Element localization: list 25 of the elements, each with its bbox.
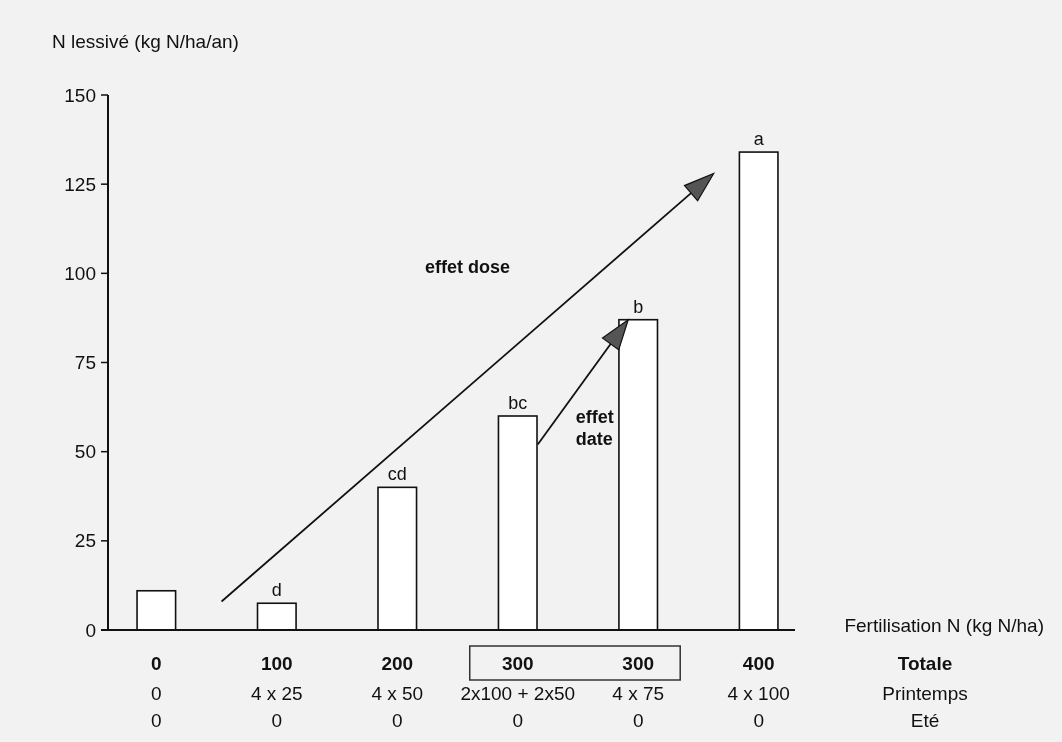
data-label: a bbox=[753, 129, 765, 150]
x-tick-label: 200 4 x 50 0 bbox=[371, 653, 424, 731]
text: Totale bbox=[897, 653, 953, 674]
data-label: cd bbox=[387, 464, 407, 485]
y-tick-label: 0 bbox=[85, 619, 96, 641]
annotation: effet dose bbox=[424, 257, 511, 278]
y-tick-label: 100 bbox=[64, 262, 96, 284]
x-tick-label: 400 4 x 100 0 bbox=[727, 653, 790, 731]
y-tick-label: 125 bbox=[64, 173, 96, 195]
y-tick-label: 50 bbox=[74, 441, 96, 463]
text: Printemps bbox=[882, 683, 968, 704]
x-tick-label: 300 2x100 + 2x50 0 bbox=[460, 653, 576, 731]
x-axis-title: Fertilisation N (kg N/ha) bbox=[844, 615, 1044, 636]
x-tick-label: 0 0 0 bbox=[151, 653, 162, 731]
data-label: d bbox=[271, 580, 282, 601]
data-label: bc bbox=[508, 393, 528, 413]
y-tick-label: 150 bbox=[64, 84, 96, 106]
annotation: effet date bbox=[575, 407, 614, 450]
x-tick-label: 300 4 x 75 0 bbox=[612, 653, 665, 731]
y-tick-label: 25 bbox=[74, 530, 96, 552]
text: Eté bbox=[910, 710, 940, 731]
y-axis-title: N lessivé (kg N/ha/an) bbox=[52, 31, 239, 52]
y-tick-label: 75 bbox=[74, 352, 96, 374]
x-tick-label: 100 4 x 25 0 bbox=[250, 653, 303, 731]
data-label: b bbox=[633, 296, 644, 317]
